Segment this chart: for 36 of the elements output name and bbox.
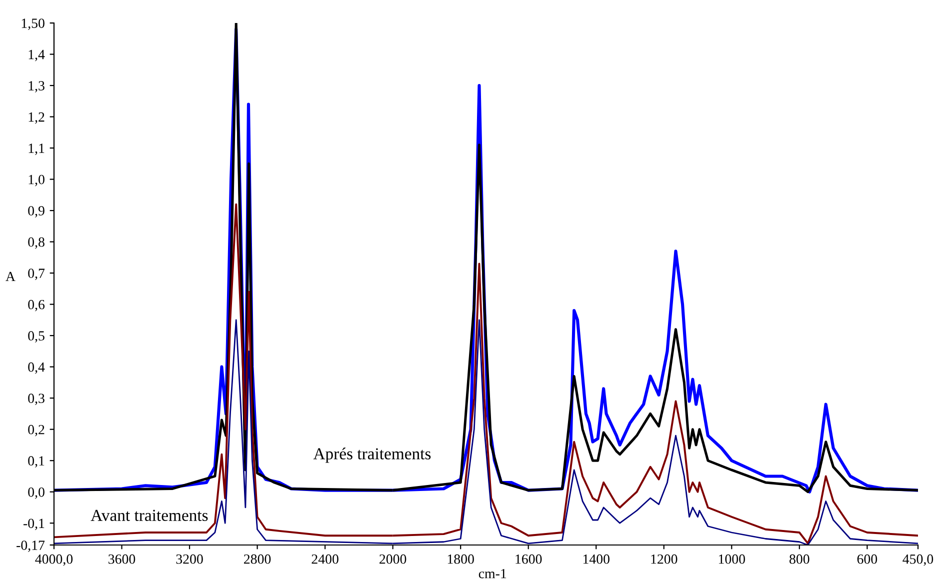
x-tick-label: 2800 (244, 554, 271, 564)
y-tick-label: 0,2 (28, 424, 44, 436)
y-axis-title: A (6, 272, 16, 282)
x-tick-label: 800 (790, 554, 810, 564)
x-tick-label: 600 (857, 554, 878, 564)
y-tick-label: 0,5 (28, 331, 44, 343)
x-tick-label: 1400 (583, 554, 610, 564)
y-tick-label: 1,3 (28, 81, 44, 92)
y-tick-label: 0,7 (28, 268, 45, 280)
y-tick-label: -0,17 (16, 540, 45, 552)
x-tick-label: 3200 (176, 554, 203, 564)
x-tick-label: 450,0 (902, 554, 934, 566)
y-tick-label: 0,0 (28, 487, 44, 499)
y-tick-label: 0,6 (28, 300, 45, 312)
annotation: Aprés traitements (313, 448, 431, 463)
y-tick-label: 1,1 (28, 144, 44, 155)
annotation: Avant traitements (90, 510, 208, 521)
x-tick-label: 3600 (108, 554, 136, 564)
y-tick-label: 1,4 (28, 50, 45, 62)
y-tick-label: 1,50 (22, 18, 44, 30)
y-tick-label: -0,1 (24, 518, 44, 530)
y-tick-label: 0,4 (28, 362, 45, 374)
y-tick-label: 1,0 (28, 174, 44, 186)
x-axis-title: cm-1 (478, 568, 506, 578)
y-tick-label: 0,8 (28, 237, 44, 249)
y-tick-label: 0,1 (28, 456, 44, 468)
y-tick-label: 0,9 (28, 206, 44, 218)
x-tick-label: 1200 (651, 554, 678, 564)
x-tick-label: 4000,0 (35, 554, 73, 566)
y-tick-label: 0,3 (28, 394, 44, 406)
x-tick-label: 2000 (380, 554, 406, 564)
x-tick-label: 1000 (718, 554, 746, 564)
y-tick-label: 1,2 (28, 112, 44, 124)
x-tick-label: 1800 (448, 554, 474, 564)
x-tick-label: 1600 (516, 554, 542, 564)
x-tick-label: 2400 (312, 554, 338, 564)
